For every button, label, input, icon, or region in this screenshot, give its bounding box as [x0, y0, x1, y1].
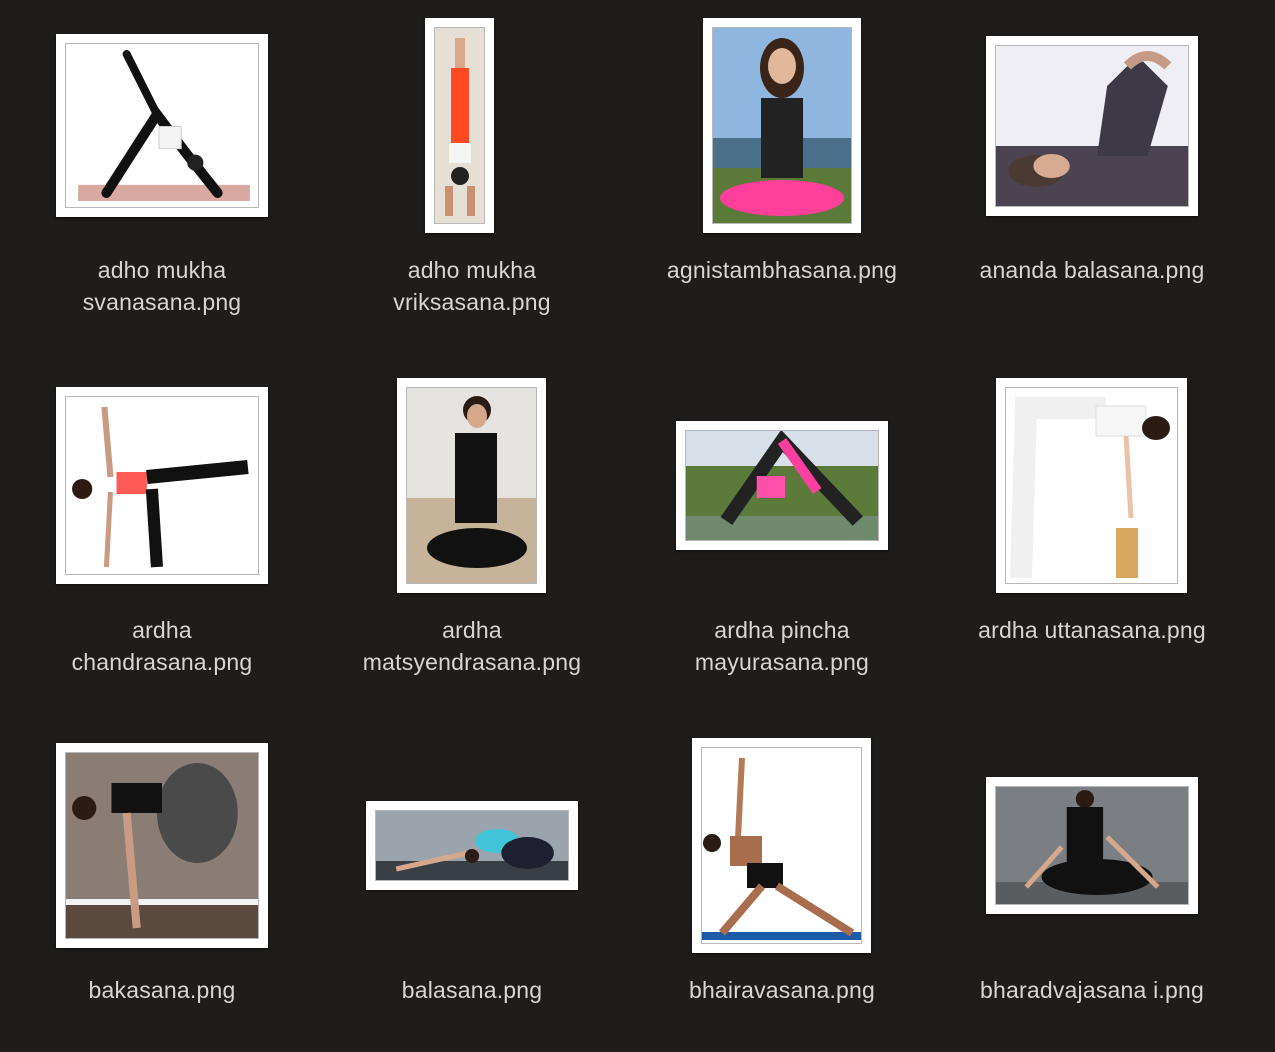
file-name-label: ardha uttanasana.png	[978, 617, 1206, 643]
file-item[interactable]: adho mukha vriksasana.png	[322, 10, 622, 350]
file-item[interactable]: ardha pincha mayurasana.png	[632, 370, 932, 710]
image-thumbnail-icon	[996, 378, 1187, 593]
image-thumbnail-icon	[366, 801, 578, 890]
file-name-label: bhairavasana.png	[688, 977, 876, 1003]
image-thumbnail-icon	[56, 34, 268, 217]
file-name-label: ardha chandrasana.png	[71, 617, 253, 675]
file-name-label: ardha matsyendrasana.png	[362, 617, 582, 675]
file-item[interactable]: bakasana.png	[12, 730, 312, 1052]
image-thumbnail-icon	[425, 18, 494, 233]
file-item[interactable]: ardha uttanasana.png	[942, 370, 1242, 710]
image-thumbnail-icon	[56, 743, 268, 948]
file-item[interactable]: balasana.png	[322, 730, 622, 1052]
file-item[interactable]: bhairavasana.png	[632, 730, 932, 1052]
file-item[interactable]: bharadvajasana i.png	[942, 730, 1242, 1052]
file-item[interactable]: adho mukha svanasana.png	[12, 10, 312, 350]
file-item[interactable]: agnistambhasana.png	[632, 10, 932, 350]
file-name-label: agnistambhasana.png	[666, 257, 898, 283]
file-name-label: ardha pincha mayurasana.png	[694, 617, 870, 675]
file-name-label: bakasana.png	[88, 977, 236, 1003]
image-thumbnail-icon	[56, 387, 268, 584]
file-item[interactable]: ardha chandrasana.png	[12, 370, 312, 710]
file-name-label: ananda balasana.png	[979, 257, 1205, 283]
image-thumbnail-icon	[397, 378, 546, 593]
file-item[interactable]: ananda balasana.png	[942, 10, 1242, 350]
file-name-label: adho mukha svanasana.png	[82, 257, 242, 315]
image-thumbnail-icon	[692, 738, 871, 953]
file-name-label: adho mukha vriksasana.png	[393, 257, 551, 315]
file-item[interactable]: ardha matsyendrasana.png	[322, 370, 622, 710]
image-thumbnail-icon	[703, 18, 861, 233]
file-name-label: balasana.png	[401, 977, 543, 1003]
image-thumbnail-icon	[986, 777, 1198, 914]
image-thumbnail-icon	[986, 36, 1198, 216]
image-thumbnail-icon	[676, 421, 888, 550]
file-name-label: bharadvajasana i.png	[980, 977, 1204, 1003]
